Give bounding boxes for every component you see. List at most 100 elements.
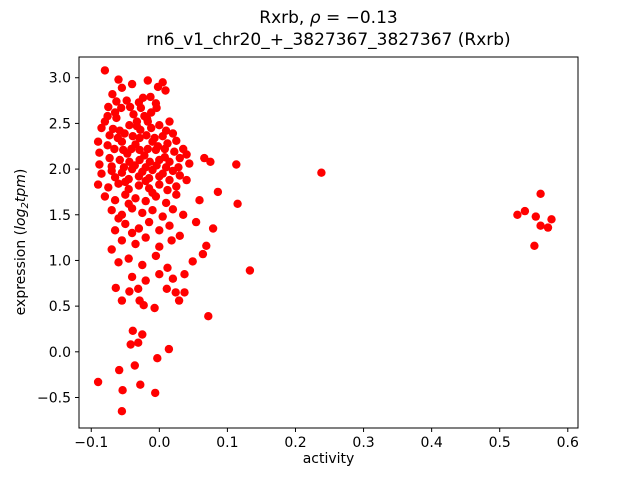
y-axis-ticks: −0.5 0.0 0.5 1.0 1.5 2.0 2.5 3.0: [37, 71, 79, 406]
scatter-point: [188, 257, 197, 266]
scatter-point: [175, 153, 184, 163]
scatter-point: [121, 219, 130, 229]
scatter-point: [107, 245, 116, 254]
title-line-1: Rxrb, ρ = −0.13: [259, 8, 398, 28]
scatter-point: [143, 117, 152, 126]
scatter-point: [155, 172, 164, 181]
scatter-point: [115, 365, 124, 375]
scatter-point: [110, 173, 120, 182]
scatter-point: [180, 270, 189, 279]
scatter-point: [108, 90, 117, 99]
y-tick-label: −0.5: [37, 390, 71, 406]
scatter-point: [93, 137, 103, 146]
scatter-point: [179, 210, 188, 219]
scatter-point: [138, 208, 147, 218]
y-tick-label: 1.0: [49, 253, 71, 269]
scatter-point: [151, 388, 160, 398]
scatter-point: [547, 215, 556, 224]
scatter-point: [182, 150, 191, 159]
scatter-point: [130, 361, 139, 370]
scatter-point: [168, 129, 178, 138]
scatter-point: [158, 212, 167, 221]
scatter-point: [198, 249, 208, 259]
scatter-point: [125, 102, 135, 112]
scatter-point: [172, 136, 181, 145]
x-tick-label: 0.3: [352, 435, 374, 451]
scatter-point: [530, 241, 539, 250]
x-tick-label: 0.1: [216, 435, 238, 451]
scatter-point: [97, 169, 106, 178]
scatter-point: [104, 183, 113, 192]
scatter-point: [148, 206, 157, 215]
scatter-point: [114, 214, 123, 223]
scatter-point: [200, 153, 209, 163]
scatter-point: [165, 117, 174, 126]
x-tick-label: 0.5: [489, 435, 511, 451]
scatter-point: [95, 160, 104, 169]
scatter-point: [195, 196, 204, 205]
scatter-point: [103, 141, 112, 150]
scatter-point: [117, 83, 127, 93]
scatter-point: [164, 344, 174, 354]
scatter-point: [93, 180, 103, 189]
scatter-point: [146, 92, 155, 102]
scatter-point: [232, 160, 241, 169]
scatter-point: [131, 239, 140, 249]
scatter-point: [147, 123, 156, 133]
scatter-point: [206, 157, 215, 166]
x-tick-label: 0.6: [557, 435, 579, 451]
scatter-point: [117, 137, 127, 146]
scatter-point: [97, 123, 106, 133]
scatter-point: [138, 330, 147, 339]
y-tick-label: 1.5: [49, 208, 71, 224]
scatter-point: [168, 166, 178, 176]
scatter-point: [520, 206, 530, 216]
scatter-point: [127, 204, 137, 213]
scatter-point: [127, 164, 137, 174]
scatter-point: [142, 131, 151, 140]
scatter-point: [117, 296, 127, 305]
scatter-point: [143, 144, 152, 154]
scatter-point: [168, 274, 178, 283]
plot-title: Rxrb, ρ = −0.13 rn6_v1_chr20_+_3827367_3…: [79, 7, 578, 51]
scatter-point: [121, 177, 130, 187]
x-axis-ticks: −0.1 0.0 0.1 0.2 0.3 0.4 0.5 0.6: [74, 428, 579, 451]
scatter-point: [100, 192, 110, 201]
scatter-point: [127, 272, 137, 282]
axes-frame: [78, 56, 579, 429]
scatter-point: [155, 226, 164, 235]
scatter-point: [111, 283, 121, 293]
scatter-point: [105, 153, 114, 163]
scatter-point: [138, 260, 147, 270]
scatter-point: [134, 284, 143, 293]
scatter-point: [112, 113, 121, 123]
scatter-point: [110, 226, 120, 235]
y-tick-label: 2.0: [49, 162, 71, 178]
scatter-point: [117, 236, 127, 245]
scatter-point: [114, 75, 123, 84]
scatter-points: [93, 66, 556, 416]
y-axis-label: expression (log2tpm): [13, 168, 31, 316]
scatter-point: [129, 110, 138, 119]
scatter-point: [144, 217, 154, 227]
scatter-point: [165, 175, 174, 185]
scatter-point: [191, 217, 201, 227]
scatter-point: [143, 76, 152, 85]
scatter-point: [128, 326, 137, 335]
scatter-point: [134, 181, 144, 190]
scatter-point: [117, 168, 127, 177]
scatter-point: [162, 284, 171, 293]
scatter-point: [124, 254, 133, 263]
y-tick-label: 0.5: [49, 299, 71, 315]
scatter-point: [155, 121, 164, 130]
scatter-point: [141, 276, 150, 285]
scatter-point: [135, 145, 144, 155]
scatter-point: [317, 168, 326, 177]
scatter-point: [153, 142, 163, 151]
scatter-point: [126, 340, 135, 349]
x-tick-label: 0.4: [421, 435, 443, 451]
scatter-point: [114, 179, 123, 188]
scatter-point: [171, 288, 180, 297]
